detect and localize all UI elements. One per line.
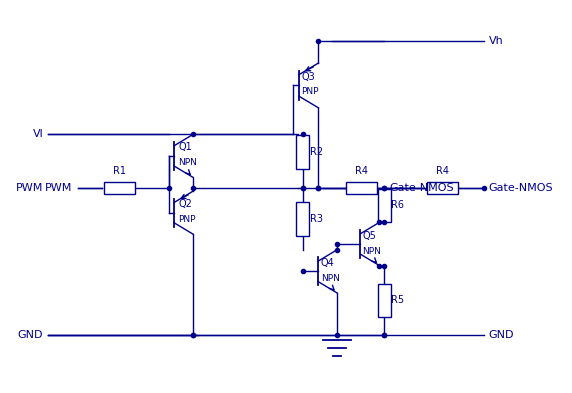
- Text: Q2: Q2: [178, 199, 192, 209]
- Text: PWM: PWM: [16, 183, 43, 193]
- Text: Q3: Q3: [301, 72, 315, 83]
- Bar: [378, 284, 391, 317]
- Bar: [378, 189, 391, 222]
- Text: Q5: Q5: [362, 231, 376, 241]
- Bar: [296, 135, 309, 169]
- Text: NPN: NPN: [321, 274, 340, 283]
- Text: R3: R3: [311, 214, 324, 224]
- Text: PNP: PNP: [301, 87, 319, 96]
- Text: Q4: Q4: [321, 259, 335, 268]
- Bar: [427, 182, 458, 194]
- Text: Gate-NMOS: Gate-NMOS: [488, 183, 553, 193]
- Text: Vh: Vh: [488, 37, 503, 46]
- Text: Q1: Q1: [178, 142, 192, 152]
- Bar: [104, 182, 136, 194]
- Text: Gate-NMOS: Gate-NMOS: [389, 183, 454, 193]
- Text: Vl: Vl: [33, 129, 43, 140]
- Text: NPN: NPN: [178, 158, 197, 167]
- Text: R5: R5: [391, 295, 404, 305]
- Text: R2: R2: [311, 147, 324, 157]
- Bar: [296, 202, 309, 235]
- Text: R4: R4: [355, 167, 368, 176]
- Text: PWM: PWM: [45, 183, 73, 193]
- Text: R6: R6: [391, 200, 404, 210]
- Text: NPN: NPN: [362, 247, 381, 256]
- Text: R1: R1: [113, 167, 126, 176]
- Text: PNP: PNP: [178, 215, 196, 224]
- Text: GND: GND: [488, 330, 514, 340]
- Text: GND: GND: [18, 330, 43, 340]
- Text: R4: R4: [436, 167, 449, 176]
- Bar: [345, 182, 377, 194]
